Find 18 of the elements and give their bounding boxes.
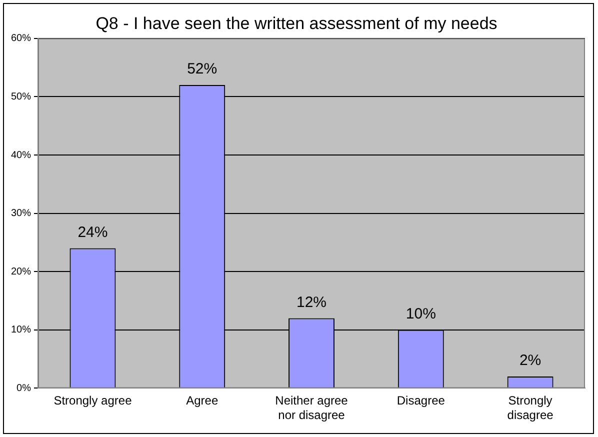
x-tick-label: Strongly agree (54, 394, 132, 408)
data-label: 24% (78, 224, 108, 241)
chart-title: Q8 - I have seen the written assessment of my needs (96, 14, 498, 33)
y-tick-label: 40% (11, 150, 32, 161)
data-label: 10% (406, 306, 436, 323)
x-tick-label: Neither agree nor disagree (275, 394, 348, 422)
y-tick-label: 60% (11, 33, 32, 44)
x-tick-label: Disagree (396, 394, 446, 408)
y-tick-label: 50% (11, 91, 32, 102)
x-tick-label: Strongly disagree (507, 394, 554, 422)
data-label: 2% (519, 352, 542, 370)
x-tick-label: Agree (186, 394, 218, 408)
y-tick-label: 0% (16, 382, 32, 394)
data-label: 12% (296, 294, 327, 311)
data-label: 52% (187, 60, 218, 78)
y-tick-label: 20% (11, 266, 32, 278)
y-tick-label: 30% (11, 208, 32, 220)
y-tick-label: 10% (11, 324, 32, 336)
